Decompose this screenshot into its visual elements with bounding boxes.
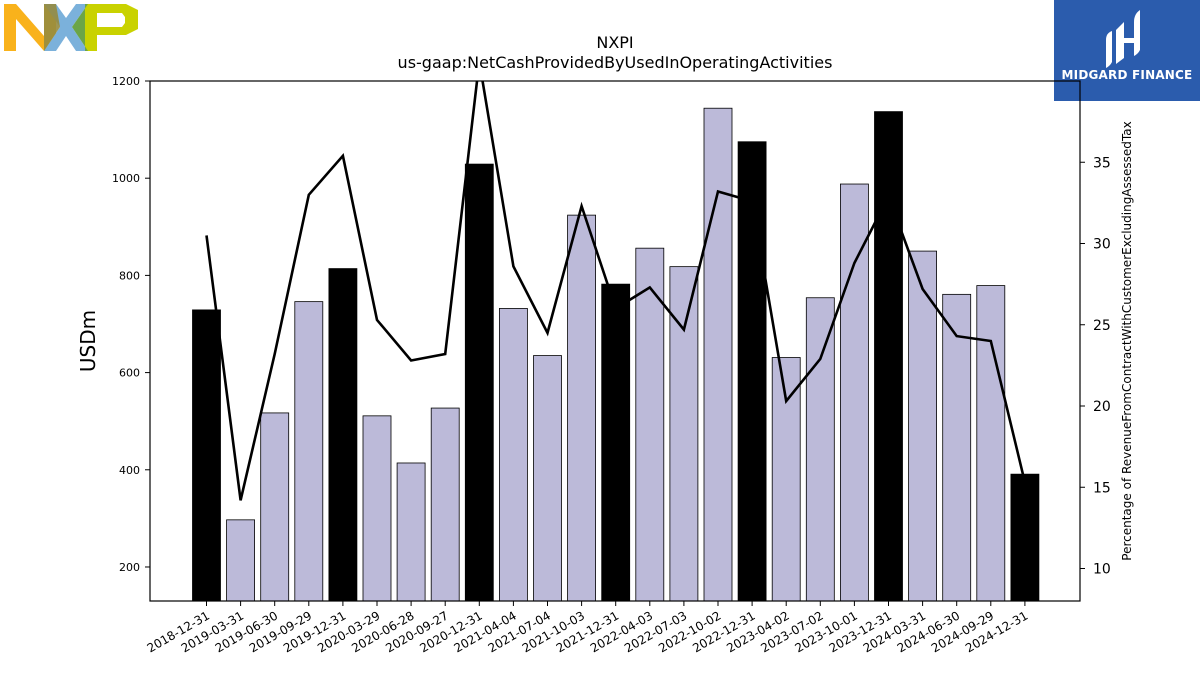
midgard-finance-logo: MIDGARD FINANCE: [1054, 0, 1200, 101]
y-tick-label: 1000: [112, 172, 140, 185]
bar: [669, 266, 699, 602]
bar: [976, 285, 1006, 602]
bar: [396, 462, 426, 602]
y-tick-label: 800: [119, 269, 140, 282]
y2-tick-label: 10: [1093, 562, 1111, 578]
y-tick-label: 200: [119, 561, 140, 574]
bar: [601, 283, 631, 602]
y-tick-label: 400: [119, 464, 140, 477]
bar: [192, 309, 221, 602]
bar: [430, 407, 460, 602]
bar: [737, 141, 767, 602]
bar: [567, 214, 596, 602]
bar: [908, 250, 937, 602]
y2-tick-label: 20: [1093, 399, 1111, 415]
y2-tick-label: 35: [1093, 155, 1111, 171]
series-line: [205, 81, 1027, 501]
y2-tick-label: 25: [1093, 318, 1111, 334]
bar: [942, 293, 972, 602]
chart-subtitle: us-gaap:NetCashProvidedByUsedInOperating…: [397, 53, 833, 72]
midgard-finance-logo-icon: [1106, 10, 1140, 68]
bar: [498, 308, 528, 602]
y2-tick-label: 30: [1093, 237, 1111, 253]
bar: [226, 519, 256, 602]
nxp-logo-icon: [4, 4, 140, 54]
y2-axis-label: Percentage of RevenueFromContractWithCus…: [1120, 121, 1134, 560]
bar: [703, 107, 733, 602]
y-axis-label: USDm: [76, 310, 100, 372]
y2-tick-label: 15: [1093, 480, 1111, 496]
bar: [464, 163, 494, 602]
bar: [635, 247, 665, 602]
bar: [328, 268, 358, 602]
bar: [805, 297, 835, 602]
y-tick-label: 1200: [112, 75, 140, 88]
bar: [874, 111, 903, 602]
y-tick-label: 600: [119, 367, 140, 380]
bar: [533, 355, 562, 602]
bar: [840, 183, 869, 602]
chart-title: NXPI: [596, 33, 634, 52]
bar: [260, 412, 290, 602]
bar: [1010, 473, 1040, 602]
bar: [294, 301, 324, 602]
bar: [362, 415, 392, 602]
partner-name: MIDGARD FINANCE: [1061, 68, 1193, 82]
plot-frame: [149, 80, 1081, 602]
